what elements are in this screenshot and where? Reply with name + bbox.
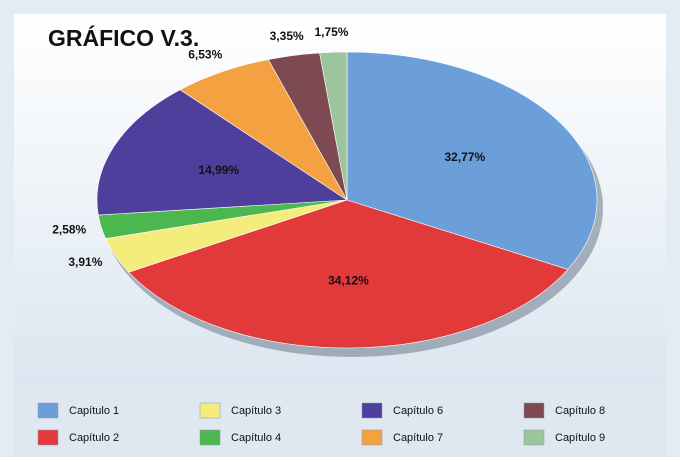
legend-swatch	[199, 402, 221, 419]
pie-slice	[128, 199, 569, 349]
legend-label: Capítulo 4	[231, 432, 281, 444]
value-label: 32,77%	[444, 150, 485, 164]
value-label: 2,58%	[52, 223, 86, 237]
chart-title: GRÁFICO V.3.	[48, 24, 199, 51]
legend-label: Capítulo 1	[69, 405, 119, 417]
value-label: 3,91%	[68, 255, 102, 269]
legend-label: Capítulo 3	[231, 405, 281, 417]
legend-label: Capítulo 9	[555, 432, 605, 444]
legend-label: Capítulo 6	[393, 405, 443, 417]
value-label: 1,75%	[314, 25, 348, 39]
legend-label: Capítulo 7	[393, 432, 443, 444]
pie: 32,77% 34,12% 3,91% 2,58% 14,99% 6,53% 3,35% 1,…	[52, 25, 598, 349]
value-label: 6,53%	[188, 48, 222, 62]
legend-label: Capítulo 8	[555, 405, 605, 417]
value-label: 14,99%	[198, 163, 239, 177]
legend-swatch	[361, 429, 383, 446]
value-label: 34,12%	[328, 274, 369, 288]
pie-slice	[346, 51, 598, 270]
legend-swatch	[37, 429, 59, 446]
legend-swatch	[361, 402, 383, 419]
legend-swatch	[199, 429, 221, 446]
legend-label: Capítulo 2	[69, 432, 119, 444]
legend-swatch	[37, 402, 59, 419]
legend: Capítulo 1 Capítulo 2 Capítulo 3 Capítulo 4…	[37, 402, 605, 446]
legend-background	[14, 384, 666, 457]
legend-swatch	[523, 402, 545, 419]
legend-swatch	[523, 429, 545, 446]
pie-slice	[319, 51, 348, 201]
pie-slice	[96, 89, 348, 216]
value-label: 3,35%	[270, 29, 304, 43]
